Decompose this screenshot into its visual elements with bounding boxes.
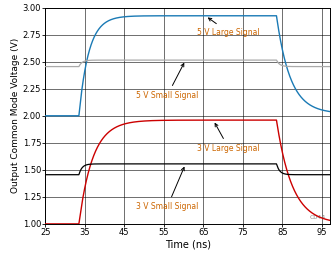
Text: 5 V Small Signal: 5 V Small Signal: [136, 64, 198, 100]
Y-axis label: Output Common Mode Voltage (V): Output Common Mode Voltage (V): [11, 38, 20, 193]
Text: 5 V Large Signal: 5 V Large Signal: [197, 18, 260, 37]
Text: 3 V Large Signal: 3 V Large Signal: [197, 123, 260, 153]
X-axis label: Time (ns): Time (ns): [165, 240, 210, 250]
Text: 3 V Small Signal: 3 V Small Signal: [136, 167, 198, 211]
Text: C044: C044: [309, 215, 326, 219]
